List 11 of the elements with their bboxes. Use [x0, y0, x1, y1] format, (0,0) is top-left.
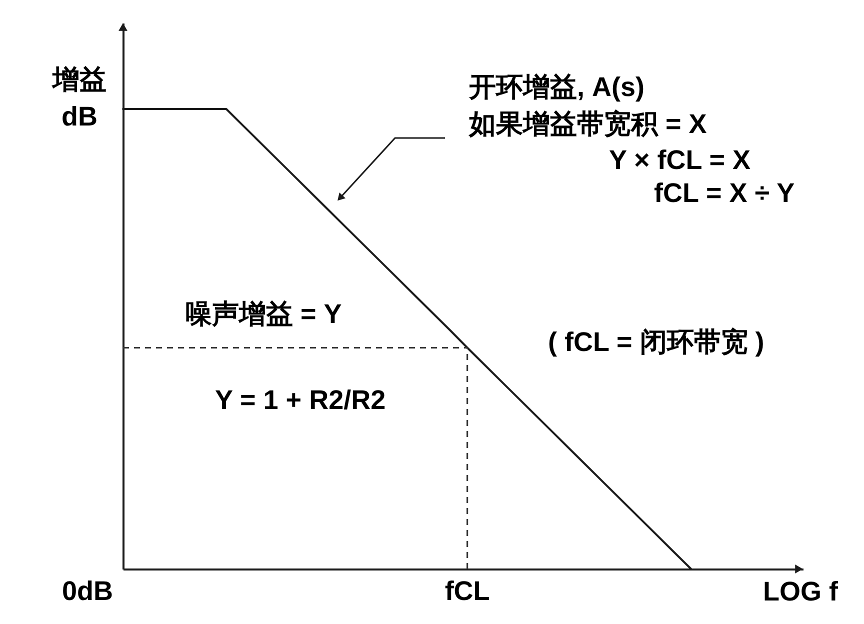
annotation: Y × fCL = X — [609, 145, 751, 175]
annotation: 噪声增益 = Y — [185, 299, 342, 329]
annotation: 如果增益带宽积 = X — [468, 109, 707, 139]
annotation: fCL = X ÷ Y — [654, 178, 795, 208]
text: fCL — [444, 576, 490, 606]
text: 0dB — [62, 576, 113, 606]
text: 开环增益, A(s) — [468, 72, 644, 102]
x-axis-title: LOG f — [763, 576, 839, 606]
annotation: ( fCL = 闭环带宽 ) — [548, 327, 764, 357]
annotation: Y = 1 + R2/R2 — [215, 385, 386, 415]
y-axis-title: 增益 dB — [52, 64, 106, 132]
